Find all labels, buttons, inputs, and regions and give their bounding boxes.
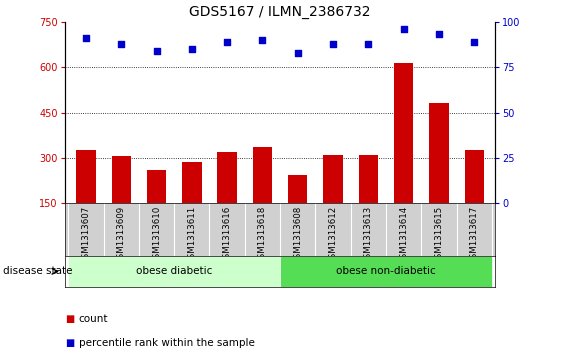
Bar — [464, 150, 484, 203]
Bar — [429, 103, 449, 203]
Bar — [253, 147, 272, 203]
Point — [364, 41, 373, 46]
Bar — [288, 175, 307, 203]
Point — [222, 39, 231, 45]
Text: ■: ■ — [65, 314, 74, 325]
Bar — [111, 156, 131, 203]
Text: percentile rank within the sample: percentile rank within the sample — [79, 338, 254, 348]
Bar — [68, 256, 280, 287]
Title: GDS5167 / ILMN_2386732: GDS5167 / ILMN_2386732 — [189, 5, 371, 19]
Text: GSM1313617: GSM1313617 — [470, 206, 479, 264]
Bar — [182, 163, 202, 203]
Point — [399, 26, 408, 32]
Point — [293, 50, 302, 56]
Bar — [76, 150, 96, 203]
Text: GSM1313610: GSM1313610 — [152, 206, 161, 264]
Text: GSM1313609: GSM1313609 — [117, 206, 126, 264]
Bar — [147, 170, 166, 203]
Text: GSM1313618: GSM1313618 — [258, 206, 267, 264]
Text: GSM1313608: GSM1313608 — [293, 206, 302, 264]
Text: GSM1313611: GSM1313611 — [187, 206, 196, 264]
Text: GSM1313613: GSM1313613 — [364, 206, 373, 264]
Bar — [394, 62, 413, 203]
Bar — [359, 155, 378, 203]
Point — [329, 41, 338, 46]
Text: GSM1313616: GSM1313616 — [222, 206, 231, 264]
Text: disease state: disease state — [3, 266, 72, 276]
Bar — [323, 155, 343, 203]
Point — [187, 46, 196, 52]
Point — [435, 32, 444, 37]
Text: ■: ■ — [65, 338, 74, 348]
Text: obese non-diabetic: obese non-diabetic — [336, 266, 436, 276]
Bar — [280, 256, 492, 287]
Text: GSM1313607: GSM1313607 — [82, 206, 91, 264]
Text: GSM1313615: GSM1313615 — [435, 206, 444, 264]
Text: obese diabetic: obese diabetic — [136, 266, 212, 276]
Text: count: count — [79, 314, 108, 325]
Point — [258, 37, 267, 43]
Text: GSM1313612: GSM1313612 — [329, 206, 338, 264]
Point — [470, 39, 479, 45]
Point — [152, 48, 161, 54]
Bar — [217, 152, 237, 203]
Point — [82, 35, 91, 41]
Point — [117, 41, 126, 46]
Text: GSM1313614: GSM1313614 — [399, 206, 408, 264]
